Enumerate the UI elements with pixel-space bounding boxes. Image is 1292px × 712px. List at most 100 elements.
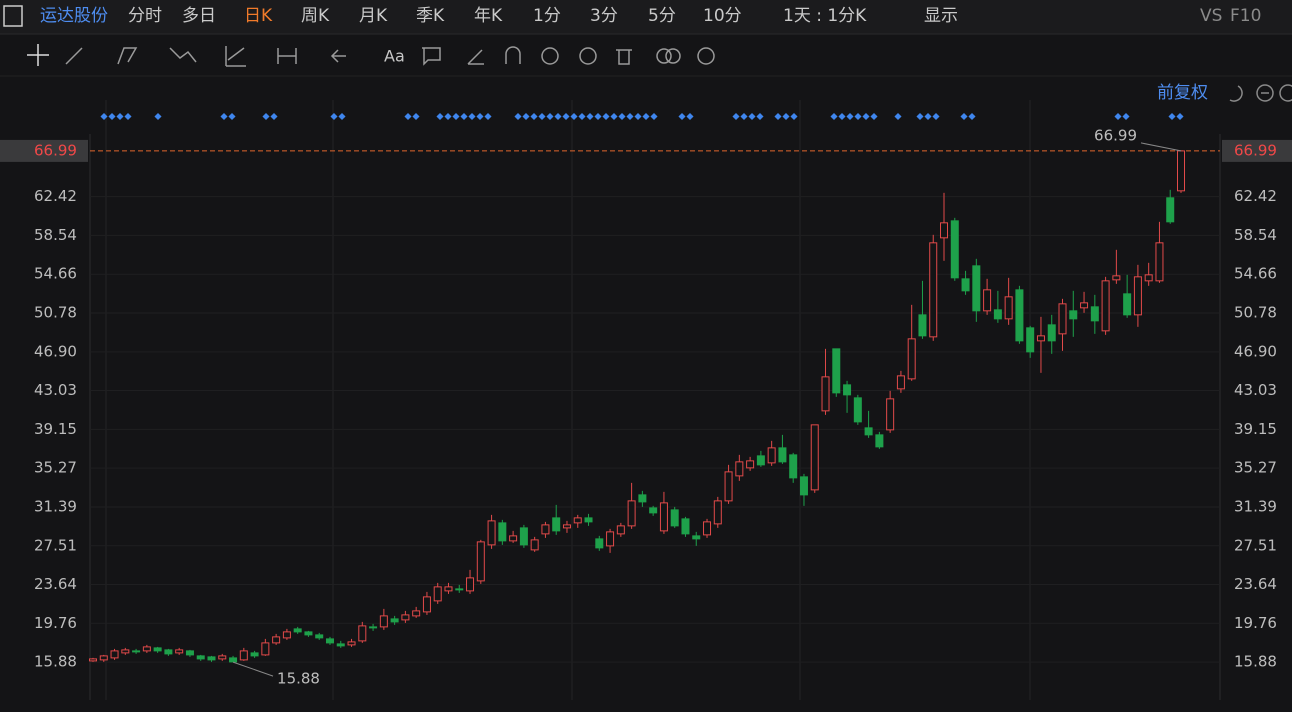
event-marker[interactable] — [870, 112, 878, 121]
event-marker[interactable] — [602, 112, 610, 121]
toolbar-item[interactable]: 月K — [359, 6, 388, 26]
candle-body — [896, 375, 905, 390]
toolbar-item[interactable]: 季K — [416, 6, 445, 26]
toolbar-item[interactable]: 1天 : 1分K — [783, 6, 867, 26]
event-marker[interactable] — [774, 112, 782, 121]
event-marker[interactable] — [338, 112, 346, 121]
text-tool[interactable]: Aa — [384, 47, 405, 66]
event-marker[interactable] — [538, 112, 546, 121]
event-marker[interactable] — [894, 112, 902, 121]
drawing-tools — [27, 44, 715, 67]
event-marker[interactable] — [436, 112, 444, 121]
event-marker[interactable] — [522, 112, 530, 121]
event-marker[interactable] — [452, 112, 460, 121]
event-marker[interactable] — [124, 112, 132, 121]
candle-body — [907, 338, 916, 380]
toolbar-item[interactable]: 年K — [474, 6, 503, 26]
event-marker[interactable] — [782, 112, 790, 121]
event-marker[interactable] — [862, 112, 870, 121]
candle-body — [466, 577, 475, 592]
candle-body — [832, 348, 841, 394]
candle-body — [121, 649, 130, 654]
candle-body — [422, 596, 431, 613]
event-marker[interactable] — [412, 112, 420, 121]
candle-body — [853, 397, 862, 423]
event-marker[interactable] — [610, 112, 618, 121]
toolbar-item[interactable]: 日K — [244, 6, 273, 26]
event-marker[interactable] — [846, 112, 854, 121]
event-marker[interactable] — [100, 112, 108, 121]
event-marker[interactable] — [748, 112, 756, 121]
event-marker[interactable] — [330, 112, 338, 121]
event-marker[interactable] — [732, 112, 740, 121]
event-marker[interactable] — [570, 112, 578, 121]
event-marker[interactable] — [444, 112, 452, 121]
event-marker[interactable] — [484, 112, 492, 121]
candle-body — [455, 588, 464, 591]
event-marker[interactable] — [262, 112, 270, 121]
event-marker[interactable] — [270, 112, 278, 121]
event-marker[interactable] — [476, 112, 484, 121]
event-marker[interactable] — [790, 112, 798, 121]
toolbar-item[interactable]: 周K — [301, 6, 330, 26]
event-marker[interactable] — [154, 112, 162, 121]
candle-body — [1090, 306, 1099, 322]
candle-body — [724, 471, 733, 502]
event-marker[interactable] — [562, 112, 570, 121]
event-marker[interactable] — [838, 112, 846, 121]
event-marker[interactable] — [116, 112, 124, 121]
toolbar-item[interactable]: 5分 — [648, 6, 676, 26]
candle-body — [315, 634, 324, 639]
event-marker[interactable] — [642, 112, 650, 121]
menu-icon[interactable] — [3, 5, 23, 27]
event-marker[interactable] — [578, 112, 586, 121]
event-marker[interactable] — [678, 112, 686, 121]
candle-body — [659, 502, 668, 532]
toolbar-item[interactable]: 运达股份 — [40, 6, 108, 26]
event-marker[interactable] — [586, 112, 594, 121]
event-marker[interactable] — [932, 112, 940, 121]
toolbar-item[interactable]: 1分 — [533, 6, 561, 26]
toolbar-item[interactable]: 显示 — [924, 6, 958, 26]
event-marker[interactable] — [404, 112, 412, 121]
toolbar-item[interactable]: VS — [1200, 6, 1222, 26]
event-marker[interactable] — [960, 112, 968, 121]
event-marker[interactable] — [228, 112, 236, 121]
toolbar-item[interactable]: 多日 — [182, 6, 216, 26]
candle-body — [99, 655, 108, 661]
toolbar-item[interactable]: 分时 — [128, 6, 162, 26]
event-marker[interactable] — [514, 112, 522, 121]
event-marker[interactable] — [968, 112, 976, 121]
event-marker[interactable] — [220, 112, 228, 121]
event-marker[interactable] — [650, 112, 658, 121]
candle-body — [886, 398, 895, 431]
event-marker[interactable] — [916, 112, 924, 121]
toolbar-item[interactable]: F10 — [1230, 6, 1261, 26]
toolbar-item[interactable]: 10分 — [703, 6, 742, 26]
event-marker[interactable] — [686, 112, 694, 121]
y-tick-label: 50.78 — [34, 304, 77, 322]
candle-body — [778, 447, 787, 463]
candle-body — [1080, 302, 1089, 309]
event-marker[interactable] — [460, 112, 468, 121]
toolbar — [0, 0, 1292, 34]
event-marker[interactable] — [626, 112, 634, 121]
event-marker[interactable] — [830, 112, 838, 121]
event-marker[interactable] — [634, 112, 642, 121]
event-marker[interactable] — [594, 112, 602, 121]
candle-body — [175, 649, 184, 654]
toolbar-item[interactable]: 3分 — [590, 6, 618, 26]
adjust-mode[interactable]: 前复权 — [1157, 83, 1208, 103]
event-marker[interactable] — [924, 112, 932, 121]
candle-body — [1133, 276, 1142, 316]
event-marker[interactable] — [546, 112, 554, 121]
event-marker[interactable] — [854, 112, 862, 121]
event-marker[interactable] — [756, 112, 764, 121]
event-marker[interactable] — [618, 112, 626, 121]
event-marker[interactable] — [530, 112, 538, 121]
event-marker[interactable] — [468, 112, 476, 121]
event-marker[interactable] — [554, 112, 562, 121]
event-marker[interactable] — [740, 112, 748, 121]
event-marker[interactable] — [108, 112, 116, 121]
candle-body — [692, 535, 701, 540]
